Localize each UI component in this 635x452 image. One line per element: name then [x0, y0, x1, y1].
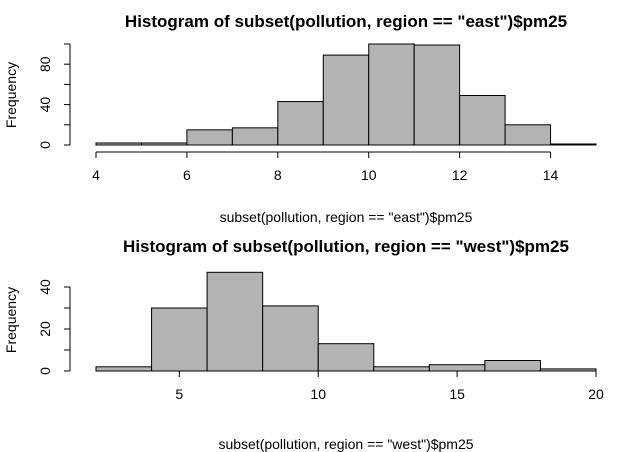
y-tick-label: 80	[37, 56, 53, 72]
histogram-bar	[317, 343, 375, 372]
histogram-bar	[95, 142, 142, 146]
bars	[95, 271, 597, 372]
histogram-bar	[428, 364, 486, 372]
histogram-bar	[484, 360, 541, 372]
x-axis-label: subset(pollution, region == "west")$pm25	[218, 436, 473, 452]
histogram-east-panel: Histogram of subset(pollution, region ==…	[3, 12, 597, 225]
histogram-bar	[550, 143, 597, 146]
x-tick-label: 8	[274, 167, 282, 183]
x-axis: 4 6 8 10 12 14	[92, 151, 559, 183]
histogram-bar	[504, 124, 552, 146]
histogram-bar	[95, 366, 153, 372]
x-tick-label: 5	[175, 386, 183, 402]
y-tick-label: 0	[37, 141, 53, 149]
x-tick-label: 14	[543, 167, 559, 183]
y-axis: 0 40 80	[37, 43, 71, 149]
x-axis: 5 10 15 20	[175, 370, 604, 402]
chart-title: Histogram of subset(pollution, region ==…	[123, 237, 569, 256]
x-tick-label: 10	[310, 386, 326, 402]
histogram-bar	[186, 129, 233, 146]
x-tick-label: 20	[588, 386, 604, 402]
x-tick-label: 10	[361, 167, 377, 183]
y-tick-label: 20	[37, 321, 53, 337]
x-tick-label: 4	[92, 167, 100, 183]
histogram-bar	[368, 43, 415, 146]
histogram-bar	[140, 142, 188, 146]
histogram-bar	[206, 271, 264, 372]
histogram-bar	[231, 127, 279, 146]
histogram-bar	[373, 366, 430, 372]
histogram-bar	[262, 305, 319, 372]
chart-title: Histogram of subset(pollution, region ==…	[125, 12, 567, 31]
histogram-bar	[277, 101, 324, 146]
y-tick-label: 0	[37, 367, 53, 375]
histogram-bar	[151, 307, 208, 372]
x-tick-label: 15	[449, 386, 465, 402]
histogram-west-panel: Histogram of subset(pollution, region ==…	[3, 237, 604, 452]
y-axis: 0 20 40	[37, 279, 71, 375]
histogram-bar	[322, 54, 370, 146]
y-tick-label: 40	[37, 279, 53, 295]
y-axis-label: Frequency	[3, 62, 19, 128]
y-tick-label: 40	[37, 97, 53, 113]
x-axis-label: subset(pollution, region == "east")$pm25	[220, 209, 473, 225]
histogram-bar	[459, 95, 506, 146]
bars	[95, 43, 597, 146]
histogram-bar	[413, 44, 461, 146]
y-axis-label: Frequency	[3, 287, 19, 353]
x-tick-label: 12	[452, 167, 468, 183]
x-tick-label: 6	[183, 167, 191, 183]
